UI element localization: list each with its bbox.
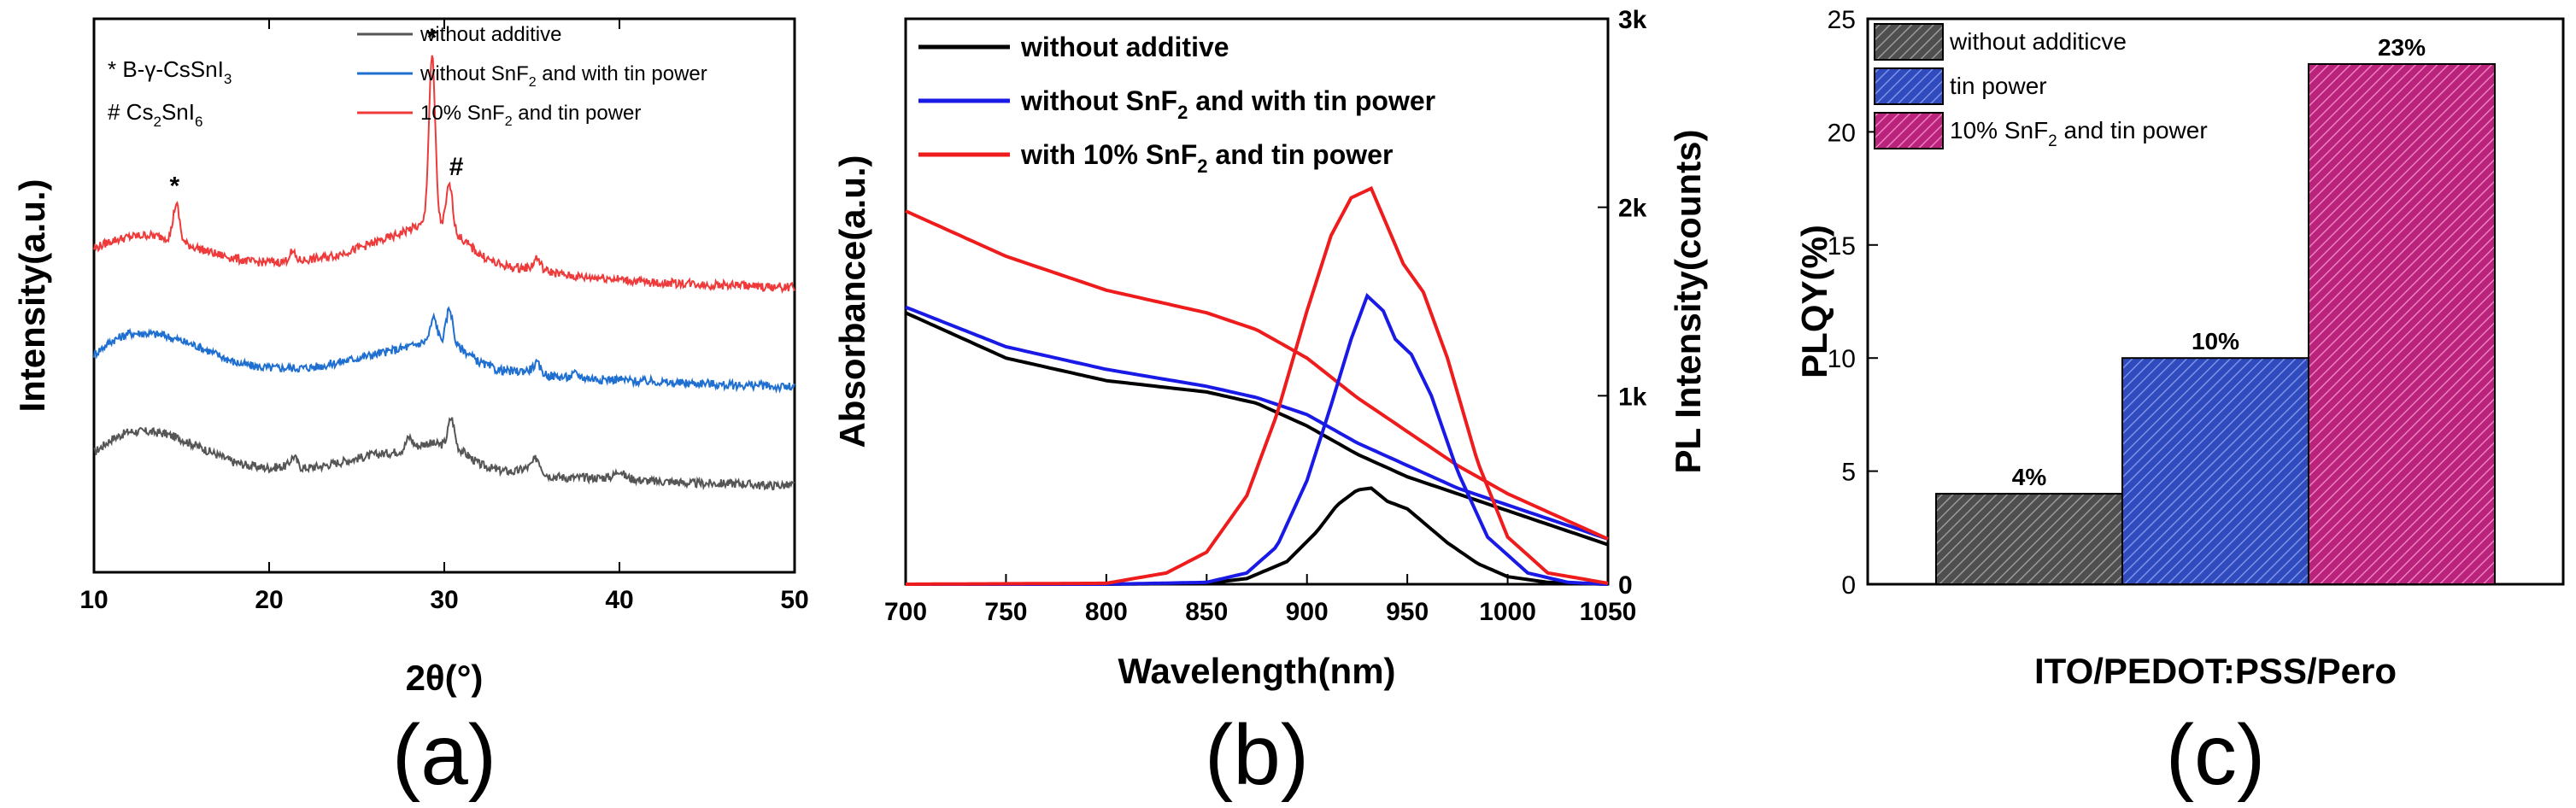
xrd-legend: without additive without SnF2 and with ti… [357, 23, 707, 129]
panel-label-a: (a) [392, 707, 496, 803]
abs-pl-x-tick-label: 1000 [1479, 598, 1536, 626]
xrd-x-tick-label: 30 [430, 586, 458, 614]
plqy-y-tick-label: 25 [1828, 6, 1856, 34]
plqy-legend-label: tin power [1950, 73, 2047, 99]
xrd-legend-label: without SnF2 and with tin power [420, 62, 707, 90]
plqy-bar [2308, 62, 2496, 585]
abs-pl-plot-frame [904, 17, 1610, 586]
plqy-legend-swatch [1874, 67, 1944, 105]
xrd-legend-label: 10% SnF2 and tin power [420, 102, 641, 129]
xrd-peak-marker: * [427, 24, 437, 52]
xrd-peak-marker: # [449, 153, 464, 181]
xrd-x-tick-label: 50 [780, 586, 808, 614]
abs-pl-x-tick-label: 950 [1386, 598, 1429, 626]
xrd-series-line [93, 55, 795, 294]
plqy-legend-label: without additicve [1949, 28, 2127, 55]
plqy-panel: 0 5 10 15 20 25 4% 10% 23% without additicve tin… [1794, 6, 2565, 803]
pl-y2-tick-label: 3k [1618, 6, 1647, 34]
pl-y2-tick-label: 0 [1618, 571, 1633, 600]
xrd-series-line [93, 306, 795, 394]
xrd-legend-label: without additive [420, 23, 561, 46]
abs-pl-x-tick-label: 900 [1286, 598, 1329, 626]
plqy-y-tick-label: 10 [1828, 345, 1856, 373]
plqy-bar [1935, 493, 2123, 586]
abs-pl-x-tick-label: 1050 [1580, 598, 1637, 626]
plqy-bar [2121, 357, 2309, 585]
abs-pl-x-axis-label: Wavelength(nm) [1118, 651, 1395, 691]
xrd-series-line [93, 417, 795, 491]
xrd-phase-key-cssni3: * B-γ-CsSnI3 [108, 56, 232, 87]
plqy-x-axis-label: ITO/PEDOT:PSS/Pero [2034, 651, 2397, 691]
abs-pl-legend-label: without additive [1020, 32, 1229, 62]
abs-pl-legend: without additive without SnF2 and with ti… [918, 32, 1435, 177]
pl-line [906, 185, 1609, 586]
panel-label-b: (b) [1205, 707, 1309, 803]
absorbance-line [905, 311, 1609, 547]
xrd-peak-marker: * [169, 172, 179, 200]
plqy-legend: without additicve tin power 10% SnF2 and t… [1874, 23, 2208, 150]
abs-pl-legend-label: without SnF2 and with tin power [1020, 85, 1435, 123]
plqy-bar-value-label: 10% [2192, 328, 2239, 354]
abs-pl-x-tick-label: 750 [984, 598, 1027, 626]
xrd-x-axis-label: 2θ(°) [406, 658, 484, 698]
pl-line [906, 292, 1609, 586]
xrd-y-axis-label: Intensity(a.u.) [12, 179, 52, 412]
plqy-bar-value-label: 4% [2012, 464, 2047, 490]
xrd-lines [93, 55, 795, 491]
plqy-y-axis-label: PLQY(%) [1794, 225, 1834, 378]
panel-label-c: (c) [2166, 707, 2266, 803]
absorbance-line [905, 305, 1609, 541]
absorbance-line [905, 209, 1609, 541]
xrd-phase-key-cs2sni6: # Cs2SnI6 [108, 99, 202, 130]
xrd-x-tick-label: 10 [79, 586, 108, 614]
xrd-x-tick-label: 40 [605, 586, 633, 614]
plqy-y-tick-label: 15 [1828, 232, 1856, 261]
plqy-y-tick-label: 5 [1841, 459, 1856, 487]
plqy-legend-swatch [1874, 112, 1944, 149]
xrd-x-ticks: 10 20 30 40 50 [79, 19, 809, 614]
plqy-y-tick-label: 20 [1828, 119, 1856, 147]
plqy-ticks: 0 5 10 15 20 25 [1828, 6, 2216, 600]
xrd-peak-markers: * * # [169, 24, 463, 200]
plqy-bar-value-label: 23% [2378, 34, 2426, 61]
abs-pl-lines [905, 185, 1609, 586]
plqy-legend-swatch [1874, 23, 1944, 61]
abs-pl-x-tick-label: 700 [884, 598, 927, 626]
abs-pl-legend-label: with 10% SnF2 and tin power [1020, 139, 1393, 177]
abs-pl-x-tick-label: 850 [1185, 598, 1228, 626]
abs-pl-x-tick-label: 800 [1085, 598, 1128, 626]
pl-y2-axis-label: PL Intensity(counts) [1668, 130, 1708, 474]
plqy-legend-label: 10% SnF2 and tin power [1950, 117, 2208, 150]
abs-y-axis-label: Absorbance(a.u.) [832, 155, 872, 448]
pl-y2-tick-label: 1k [1618, 383, 1647, 411]
xrd-panel: 10 20 30 40 50 * * # * B-γ-CsSnI3 # Cs2SnI6 wi… [12, 17, 809, 803]
xrd-x-tick-label: 20 [255, 586, 283, 614]
plqy-bars: 4% 10% 23% [1935, 34, 2496, 586]
pl-y2-tick-label: 2k [1618, 195, 1647, 223]
plqy-y-tick-label: 0 [1841, 571, 1856, 600]
